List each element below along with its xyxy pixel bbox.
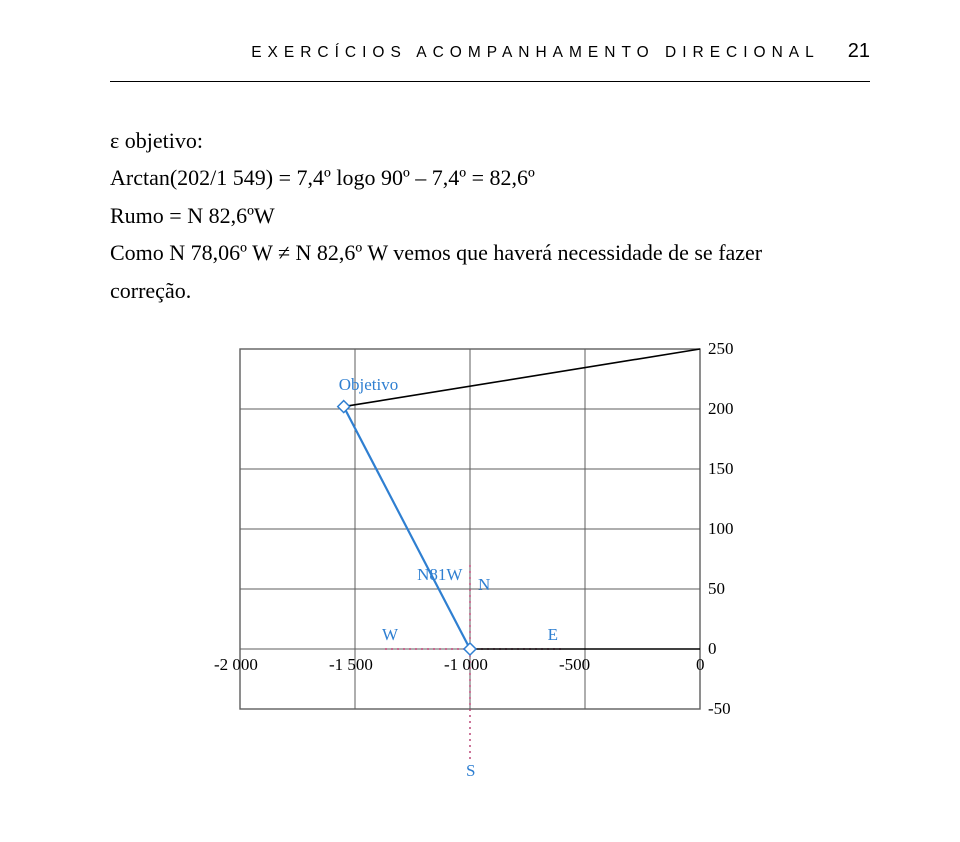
y-tick-label: 150 <box>708 459 734 479</box>
chart: -50050100150200250-2 000-1 500-1 000-500… <box>210 339 770 769</box>
label-objetivo: Objetivo <box>339 375 399 395</box>
page-header: EXERCÍCIOS ACOMPANHAMENTO DIRECIONAL <box>251 44 820 62</box>
y-tick-label: 250 <box>708 339 734 359</box>
body-text: ε objetivo: Arctan(202/1 549) = 7,4º log… <box>110 122 870 309</box>
x-tick-label: -2 000 <box>214 655 258 675</box>
x-tick-label: -1 500 <box>329 655 373 675</box>
y-tick-label: 50 <box>708 579 725 599</box>
y-tick-label: 100 <box>708 519 734 539</box>
y-tick-label: -50 <box>708 699 731 719</box>
chart-svg <box>210 339 770 769</box>
x-tick-label: -1 000 <box>444 655 488 675</box>
y-tick-label: 200 <box>708 399 734 419</box>
compass-n: N <box>478 575 490 595</box>
label-heading: N81W <box>417 565 462 585</box>
compass-w: W <box>382 625 398 645</box>
page-number: 21 <box>848 40 870 63</box>
x-tick-label: -500 <box>559 655 590 675</box>
body-line-5: correção. <box>110 272 870 309</box>
compass-e: E <box>548 625 558 645</box>
body-line-1: ε objetivo: <box>110 122 870 159</box>
header-rule <box>110 81 870 82</box>
compass-s: S <box>466 761 475 781</box>
body-line-4: Como N 78,06º W ≠ N 82,6º W vemos que ha… <box>110 234 870 271</box>
x-tick-label: 0 <box>696 655 705 675</box>
y-tick-label: 0 <box>708 639 717 659</box>
body-line-3: Rumo = N 82,6ºW <box>110 197 870 234</box>
body-line-2: Arctan(202/1 549) = 7,4º logo 90º – 7,4º… <box>110 159 870 196</box>
